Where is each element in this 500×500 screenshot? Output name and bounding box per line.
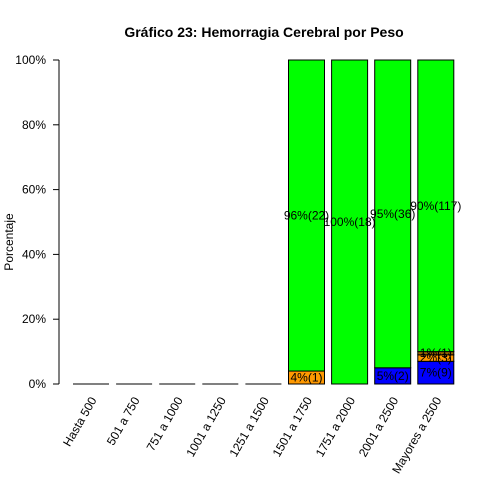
x-tick-label: 2001 a 2500 [356, 394, 402, 459]
y-tick-label: 0% [29, 377, 47, 391]
data-label: 1%(1) [420, 346, 452, 360]
bar-segment [331, 59, 369, 385]
data-label: 7%(9) [420, 366, 452, 380]
data-label: 4%(1) [290, 371, 322, 385]
x-tick-label: Hasta 500 [60, 394, 100, 449]
chart-title: Gráfico 23: Hemorragia Cerebral por Peso [124, 24, 403, 40]
x-tick-label: 1501 a 1750 [270, 394, 316, 459]
data-label: 2%(3) [420, 351, 452, 365]
data-label: 96%(22) [284, 209, 329, 223]
data-label: 100%(18) [324, 215, 376, 229]
y-tick-label: 100% [15, 53, 46, 67]
bar-segment [374, 59, 412, 369]
y-tick-label: 20% [22, 312, 46, 326]
x-tick-label: 501 a 750 [104, 394, 143, 448]
x-tick-label: 1751 a 2000 [313, 394, 359, 459]
x-tick-label: 751 a 1000 [144, 394, 186, 453]
bars [73, 59, 455, 385]
y-tick-label: 40% [22, 247, 46, 261]
data-label: 5%(2) [377, 369, 409, 383]
data-labels: 4%(1) 96%(22)100%(18) 5%(2) 95%(36) 7%(9)2%(… [284, 199, 462, 385]
y-axis-label: Porcentaje [2, 213, 16, 271]
bar-segment [288, 59, 325, 372]
bar-segment [417, 59, 455, 353]
data-label: 95%(36) [370, 207, 415, 221]
data-label: 90%(117) [410, 199, 461, 213]
y-tick-label: 60% [22, 183, 46, 197]
x-tick-label: 1251 a 1500 [227, 394, 273, 459]
y-tick-label: 80% [22, 118, 46, 132]
x-tick-label: 1001 a 1250 [183, 394, 229, 459]
